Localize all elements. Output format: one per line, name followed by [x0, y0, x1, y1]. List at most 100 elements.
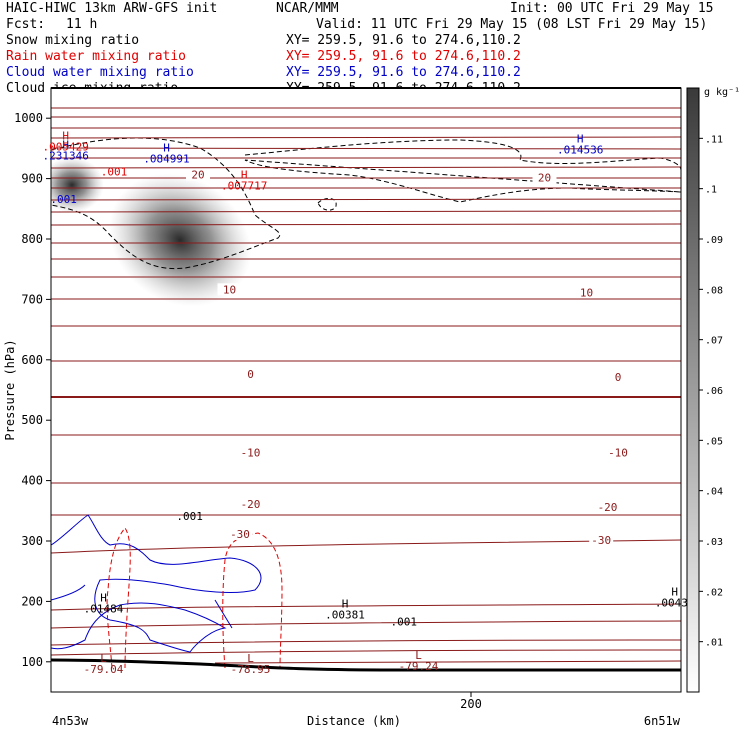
cloud-water-contours [51, 514, 262, 653]
maximum-value: .00381 [325, 608, 365, 621]
y-tick-label: 700 [21, 292, 43, 306]
maximum-marker: H [62, 129, 69, 142]
y-tick-label: 800 [21, 232, 43, 246]
minimum-marker: L [100, 652, 107, 665]
org-label: NCAR/MMM [276, 1, 339, 16]
maximum-marker: H [62, 138, 69, 151]
field-cloudwater-xy: XY= 259.5, 91.6 to 274.6,110.2 [286, 65, 521, 80]
temperature-label-bg [589, 534, 614, 546]
temperature-label-bg [606, 446, 630, 459]
rain-water-contours [106, 527, 283, 669]
temperature-contours [51, 107, 681, 664]
y-axis: 100 200 300 400 500 600 700 800 900 1000 [14, 111, 51, 669]
temperature-contour-label: -30 [230, 528, 250, 541]
colorbar-tick-label: .1 [705, 185, 717, 196]
colorbar-tick-label: .11 [705, 134, 723, 145]
field-contour-label: .001 [391, 616, 418, 629]
maximum-marker: H [577, 132, 584, 145]
fcst-label: Fcst: [6, 17, 46, 32]
init-time: Init: 00 UTC Fri 29 May 15 [510, 1, 714, 16]
field-rain-name: Rain water mixing ratio [6, 49, 187, 64]
temperature-contour-label: -30 [591, 534, 611, 547]
y-tick-label: 500 [21, 413, 43, 427]
temperature-label-bg [228, 527, 252, 540]
minimum-value: -79.04 [84, 663, 124, 676]
field-snow-xy: XY= 259.5, 91.6 to 274.6,110.2 [286, 33, 521, 48]
maximum-marker: H [163, 141, 170, 154]
ice-contour-small [317, 198, 337, 211]
minimum-marker: L [415, 649, 422, 662]
minimum-value: -78.95 [231, 663, 271, 676]
minimum-value: -79.24 [399, 660, 439, 673]
temperature-contour-label: 10 [580, 286, 593, 299]
temperature-contour-label: 20 [538, 172, 551, 185]
y-axis-title: Pressure (hPa) [3, 339, 17, 440]
field-contour-label: .001 [176, 510, 203, 523]
temperature-contour-label: 10 [223, 283, 236, 296]
maximum-value: .007717 [221, 180, 267, 193]
temperature-contour-label: 20 [191, 169, 204, 182]
colorbar-tick-label: .08 [705, 285, 723, 296]
temperature-contour-label: 0 [615, 371, 622, 384]
y-tick-label: 900 [21, 172, 43, 186]
temperature-label-bg [238, 446, 263, 459]
field-contour-label: .001 [101, 166, 128, 179]
temperature-label-bg [238, 367, 263, 380]
colorbar [686, 87, 700, 693]
maximum-value: .01484 [84, 602, 124, 615]
temperature-label-bg [238, 497, 263, 510]
colorbar-tick-label: .07 [705, 336, 723, 347]
y-tick-label: 400 [21, 474, 43, 488]
colorbar-unit: g kg⁻¹ [704, 87, 740, 98]
temperature-label-bg [186, 168, 210, 181]
valid-time: Valid: 11 UTC Fri 29 May 15 (08 LST Fri … [316, 17, 708, 32]
field-rain-xy: XY= 259.5, 91.6 to 274.6,110.2 [286, 49, 521, 64]
y-tick-label: 600 [21, 353, 43, 367]
colorbar-tick-label: .05 [705, 436, 723, 447]
maximum-marker: H [241, 169, 248, 182]
terrain-line [51, 658, 681, 672]
temperature-contour-label: -20 [598, 501, 618, 514]
colorbar-tick-label: .01 [705, 638, 723, 649]
colorbar-tick-label: .06 [705, 386, 723, 397]
minimum-marker: L [247, 652, 254, 665]
ice-shading-core [109, 173, 251, 307]
temperature-contour-label: -10 [241, 446, 261, 459]
temperature-label-bg [606, 370, 630, 383]
model-title: HAIC-HIWC 13km ARW-GFS init [6, 1, 218, 16]
y-tick-label: 1000 [14, 111, 43, 125]
y-tick-label: 200 [21, 594, 43, 608]
maximum-value: .014536 [557, 143, 603, 156]
plot-frame [50, 87, 682, 693]
field-snow-name: Snow mixing ratio [6, 33, 140, 48]
temperature-label-bg [532, 171, 557, 184]
temperature-label-bg [217, 283, 242, 296]
maximum-value: .00439 [655, 596, 695, 609]
x-right-endpoint: 6n51w [644, 714, 681, 728]
temperature-contour-label: -10 [608, 446, 628, 459]
maximum-value: .005429 [43, 140, 89, 153]
ice-contour-west [51, 137, 281, 270]
maximum-marker: H [100, 591, 107, 604]
temperature-label-bg [595, 500, 620, 513]
x-axis: 200 [460, 692, 482, 711]
maximum-value: .084991 [143, 152, 189, 165]
colorbar-tick-label: .03 [705, 537, 723, 548]
temperature-label-bg [574, 286, 599, 299]
y-tick-label: 300 [21, 534, 43, 548]
maximum-value: .231346 [43, 149, 89, 162]
colorbar-tick-label: .02 [705, 587, 723, 598]
ice-shading-west [51, 157, 104, 213]
x-left-endpoint: 4n53w [52, 714, 89, 728]
temperature-contour-label: -20 [241, 498, 261, 511]
x-axis-title: Distance (km) [307, 714, 401, 728]
colorbar-tick-label: .04 [705, 487, 723, 498]
x-tick-label: 200 [460, 697, 482, 711]
y-tick-label: 100 [21, 655, 43, 669]
temperature-contour-label: 0 [247, 368, 254, 381]
maximum-marker: H [342, 597, 349, 610]
field-cloudwater-name: Cloud water mixing ratio [6, 65, 194, 80]
colorbar-tick-label: .09 [705, 235, 723, 246]
